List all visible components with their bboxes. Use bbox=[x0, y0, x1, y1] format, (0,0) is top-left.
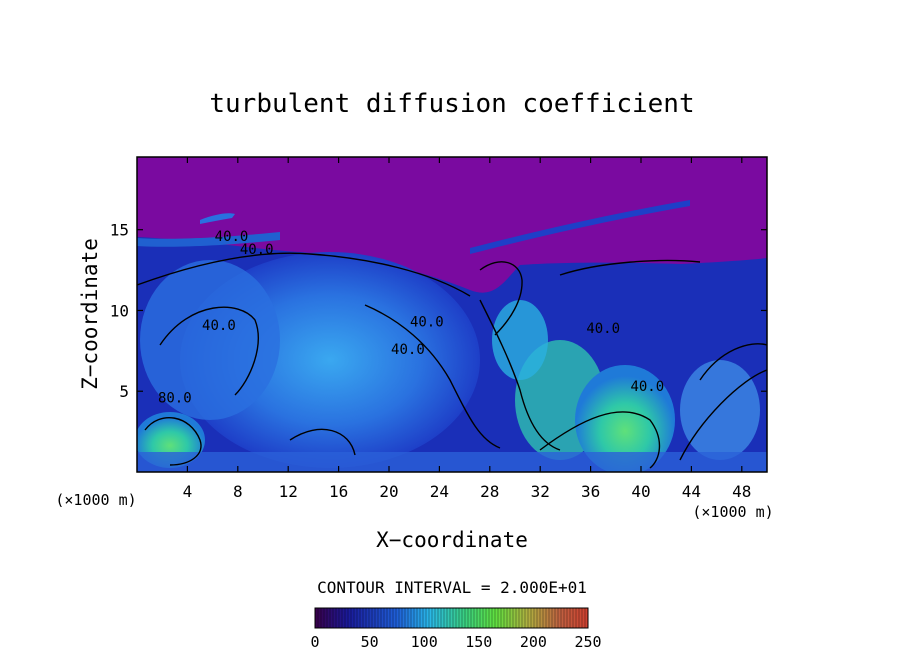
colorbar-ticks: 0 50 100 150 200 250 bbox=[310, 633, 601, 651]
x-axis-label: X−coordinate bbox=[376, 528, 528, 552]
x-tick-label: 48 bbox=[732, 482, 751, 501]
colorbar-tick-label: 100 bbox=[411, 633, 438, 651]
contour-label: 40.0 bbox=[586, 321, 620, 337]
y-tick-label: 15 bbox=[110, 221, 129, 240]
x-tick-label: 20 bbox=[379, 482, 398, 501]
x-tick-label: 16 bbox=[329, 482, 348, 501]
x-tick-label: 36 bbox=[581, 482, 600, 501]
x-tick-label: 32 bbox=[531, 482, 550, 501]
chart-title: turbulent diffusion coefficient bbox=[209, 89, 694, 119]
x-tick-label: 44 bbox=[682, 482, 701, 501]
colorbar-stripes bbox=[317, 608, 586, 628]
colorbar-tick-label: 250 bbox=[574, 633, 601, 651]
x-tick-label: 28 bbox=[480, 482, 499, 501]
x-tick-label: 8 bbox=[233, 482, 243, 501]
colorbar-tick-label: 50 bbox=[361, 633, 379, 651]
x-tick-label: 12 bbox=[279, 482, 298, 501]
x-axis: 4 8 12 16 20 24 28 32 36 40 44 48 bbox=[183, 157, 751, 501]
contour-label: 40.0 bbox=[391, 342, 425, 358]
colorbar bbox=[314, 607, 589, 629]
y-axis-label: Z−coordinate bbox=[78, 238, 102, 390]
colorbar-tick-label: 150 bbox=[465, 633, 492, 651]
contour-label: 40.0 bbox=[410, 315, 444, 331]
x-tick-label: 4 bbox=[183, 482, 193, 501]
contour-label: 40.0 bbox=[202, 318, 236, 334]
plot-frame bbox=[136, 156, 768, 473]
x-tick-label: 24 bbox=[430, 482, 449, 501]
contour-interval: CONTOUR INTERVAL = 2.000E+01 bbox=[317, 578, 587, 597]
y-axis: 5 10 15 bbox=[110, 221, 767, 401]
colorbar-tick-label: 200 bbox=[520, 633, 547, 651]
contour-labels: 40.040.040.0 40.040.040.080.040.0 bbox=[158, 229, 664, 407]
heatmap-field bbox=[137, 157, 767, 472]
y-tick-label: 5 bbox=[119, 382, 129, 401]
colorbar-tick-label: 0 bbox=[310, 633, 319, 651]
contour-label: 80.0 bbox=[158, 391, 192, 407]
x-unit-left: (×1000 m) bbox=[55, 491, 136, 509]
contour-label: 40.0 bbox=[215, 229, 249, 245]
contour-label: 40.0 bbox=[240, 242, 274, 258]
x-tick-label: 40 bbox=[631, 482, 650, 501]
x-unit-right: (×1000 m) bbox=[692, 503, 773, 521]
y-tick-label: 10 bbox=[110, 301, 129, 320]
contour-label: 40.0 bbox=[630, 379, 664, 395]
